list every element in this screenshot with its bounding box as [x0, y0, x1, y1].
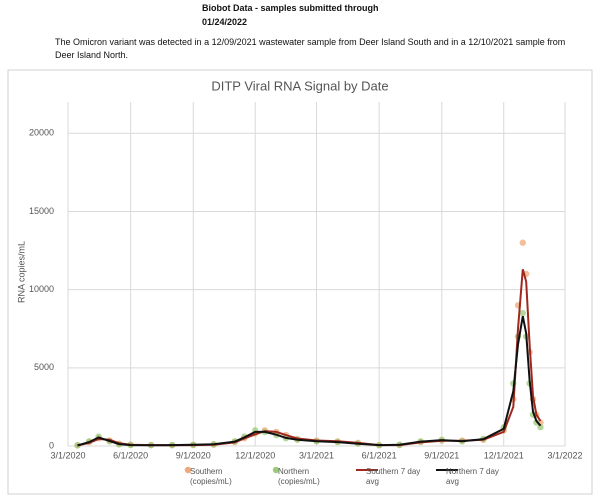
x-tick-label: 6/1/2020: [113, 450, 148, 460]
data-point: [519, 239, 526, 246]
x-tick-label: 9/1/2021: [424, 450, 459, 460]
legend-label: Southern 7 day avg: [366, 467, 421, 486]
y-tick-label: 15000: [29, 206, 54, 216]
header-title: Biobot Data - samples submitted through: [202, 3, 379, 13]
legend-marker: [184, 466, 192, 474]
x-tick-label: 3/1/2021: [299, 450, 334, 460]
x-tick-label: 3/1/2020: [50, 450, 85, 460]
data-point: [519, 309, 526, 317]
y-tick-label: 5000: [34, 362, 54, 372]
avg-line: [77, 316, 542, 447]
x-tick-label: 12/1/2021: [484, 450, 524, 460]
legend-label: Northern (copies/mL): [278, 467, 320, 486]
y-tick-label: 0: [49, 440, 54, 450]
x-tick-label: 12/1/2020: [235, 450, 275, 460]
header-note: The Omicron variant was detected in a 12…: [55, 37, 566, 60]
y-axis-title: RNA copies/mL: [16, 241, 26, 303]
legend-label: Northern 7 day avg: [446, 467, 499, 486]
data-point: [537, 424, 544, 431]
header-date: 01/24/2022: [202, 17, 248, 27]
chart-title: DITP Viral RNA Signal by Date: [211, 78, 388, 93]
x-tick-label: 3/1/2022: [547, 450, 582, 460]
x-tick-label: 9/1/2020: [176, 450, 211, 460]
avg-line: [77, 269, 542, 447]
legend-marker: [272, 466, 280, 474]
x-tick-label: 6/1/2021: [362, 450, 397, 460]
chart-frame: [7, 69, 593, 495]
y-tick-label: 20000: [29, 128, 54, 138]
legend-label: Southern (copies/mL): [190, 467, 232, 486]
y-tick-label: 10000: [29, 284, 54, 294]
